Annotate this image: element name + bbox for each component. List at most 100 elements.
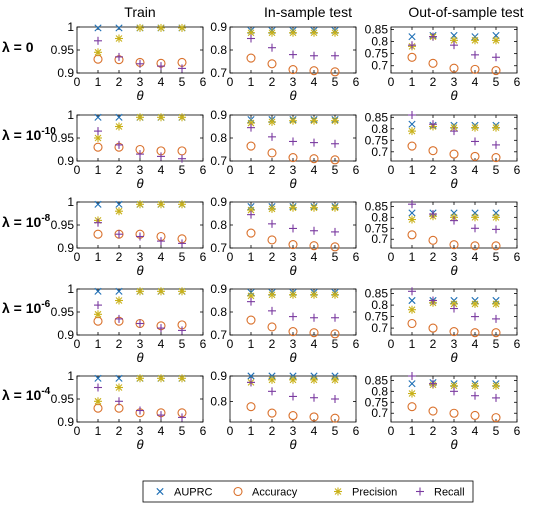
y-tick-label: 0.7 [371,321,388,335]
marker-precision [157,374,165,383]
y-tick-label: 0.7 [371,59,388,73]
x-tick-label: 4 [311,250,318,264]
x-tick-label: 6 [353,163,360,177]
marker-recall [268,219,276,228]
marker-accuracy [491,328,501,338]
marker-precision [136,23,144,32]
marker-accuracy [246,53,256,63]
x-tick-label: 1 [248,75,255,89]
marker-accuracy [407,141,417,151]
y-tick-label: 1 [67,108,74,122]
marker-accuracy [246,402,256,412]
y-tick-label: 0.85 [365,199,389,213]
marker-recall [429,120,437,129]
panel-r3-c1: 0 1 2 3 4 5 6 θ 0.7 0.8 0.9 [210,282,359,365]
x-tick-label: 1 [95,163,102,177]
marker-precision [178,287,186,296]
x-tick-label: 2 [430,424,437,438]
marker-accuracy [470,241,480,251]
x-tick-label: 1 [409,424,416,438]
row-labels: λ = 0 λ = 10-10 λ = 10-8 λ = 10-6 λ = 10… [2,39,56,403]
marker-recall [115,140,123,149]
y-tick-label: 0.8 [210,305,227,319]
marker-recall [289,137,297,146]
marker-precision [492,36,500,45]
marker-recall [492,393,500,402]
marker-accuracy [407,318,417,329]
column-title-in-sample: In-sample test [264,4,352,20]
x-tick-label: 5 [332,337,339,351]
marker-precision [331,28,339,37]
marker-recall [136,406,144,415]
marker-precision [331,203,339,212]
marker-recall [94,36,102,45]
y-tick-label: 0.75 [365,221,389,235]
x-tick-label: 3 [290,163,297,177]
x-tick-label: 3 [451,424,458,438]
marker-recall [247,378,255,387]
marker-precision [471,36,479,45]
y-tick-label: 0.8 [210,131,227,145]
x-tick-label: 2 [269,163,276,177]
marker-recall [178,64,186,73]
marker-auprc [408,120,416,128]
marker-accuracy [93,316,103,326]
x-tick-label: 6 [514,424,521,438]
marker-precision [94,134,102,142]
legend-item-auprc: AUPRC [156,487,213,499]
x-tick-label: 2 [430,337,437,351]
panel-r1-c1: 0 1 2 3 4 5 6 θ 0.7 0.8 0.9 [210,108,359,191]
row-label-4: λ = 10-4 [2,386,51,403]
marker-recall [247,297,255,306]
x-tick-label: 3 [451,163,458,177]
x-tick-label: 3 [137,337,144,351]
marker-precision [268,117,276,126]
marker-precision [136,374,144,383]
marker-recall [408,287,416,296]
y-tick-label: 0.8 [371,210,388,224]
marker-auprc [94,200,102,208]
marker-precision [492,213,500,222]
marker-precision [492,381,500,390]
y-tick-label: 0.75 [365,47,389,61]
x-tick-label: 4 [311,337,318,351]
x-tick-label: 3 [137,163,144,177]
marker-accuracy [491,66,501,76]
marker-accuracy [407,230,417,240]
y-tick-label: 1 [67,369,74,383]
x-tick-label: 0 [74,250,81,264]
x-tick-label: 0 [227,163,234,177]
marker-recall [94,301,102,310]
x-tick-label: 0 [74,337,81,351]
marker-recall [450,304,458,313]
y-tick-label: 0.9 [210,282,227,296]
x-tick-label: 3 [451,75,458,89]
marker-precision [157,287,165,296]
marker-precision [178,374,186,383]
marker-accuracy [267,59,277,69]
marker-precision [471,123,479,132]
marker-precision [471,213,479,222]
x-tick-label: 2 [430,75,437,89]
marker-recall [94,127,102,136]
column-title-train: Train [124,4,155,20]
x-tick-label: 2 [116,250,123,264]
x-tick-label: 4 [472,75,479,89]
x-tick-label: 2 [269,424,276,438]
y-tick-label: 0.9 [210,108,227,122]
x-tick-label: 1 [95,424,102,438]
marker-auprc [115,200,123,208]
marker-recall [178,413,186,422]
x-tick-label: 1 [409,163,416,177]
x-axis-label: θ [289,350,296,365]
panel-r1-c2: 0 1 2 3 4 5 6 θ 0.70.750.80.85 [365,110,521,191]
x-tick-label: 0 [227,250,234,264]
marker-auprc [94,24,102,32]
x-tick-label: 1 [248,424,255,438]
marker-recall [94,383,102,392]
marker-precision [471,381,479,390]
y-tick-label: 0.7 [210,154,227,168]
marker-recall [115,230,123,239]
marker-recall [492,140,500,149]
